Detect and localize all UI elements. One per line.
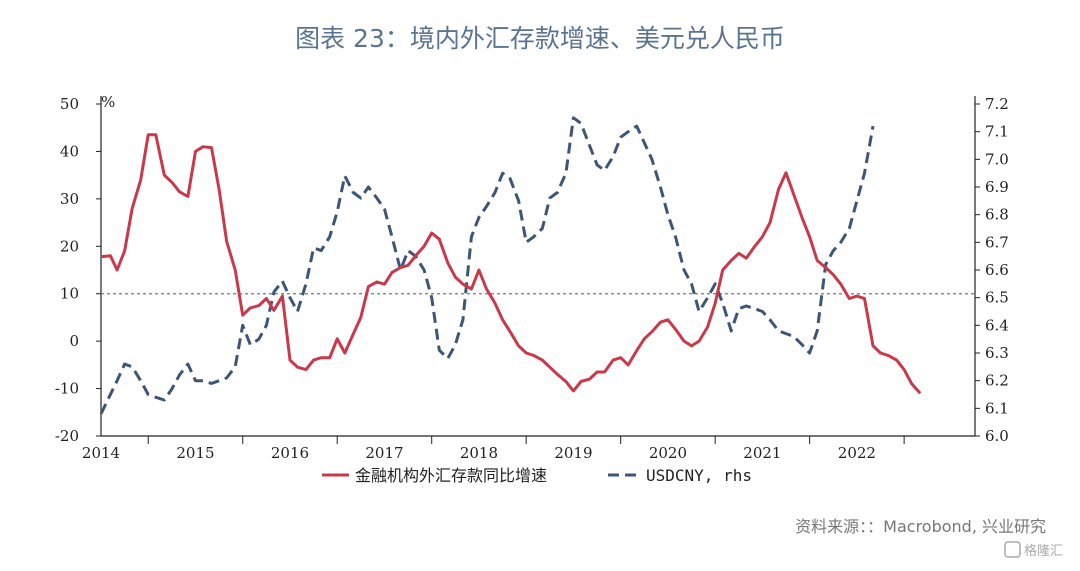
right-tick-label: 7.2 <box>985 95 1009 113</box>
left-tick-label: -10 <box>55 380 79 398</box>
right-tick-label: 6.9 <box>985 178 1009 196</box>
x-tick-label: 2018 <box>460 444 498 462</box>
right-tick-label: 6.7 <box>985 233 1009 251</box>
left-tick-label: 30 <box>60 190 79 208</box>
right-tick-label: 6.5 <box>985 289 1009 307</box>
watermark-text: 格隆汇 <box>1024 543 1063 559</box>
right-tick-label: 6.1 <box>985 399 1009 417</box>
left-y-axis-ticks: 50 40 30 20 10 0 -10 -20 <box>55 95 101 445</box>
x-tick-label: 2016 <box>271 444 309 462</box>
right-y-axis-ticks: 7.2 7.1 7.0 6.9 6.8 6.7 6.6 6.5 6.4 6.3 6.2 6.1 6.0 <box>975 95 1009 445</box>
x-tick-label: 2017 <box>365 444 403 462</box>
right-tick-label: 6.6 <box>985 261 1009 279</box>
left-tick-label: 20 <box>60 237 79 255</box>
right-tick-label: 7.1 <box>985 123 1009 141</box>
x-tick-label: 2021 <box>743 444 781 462</box>
right-tick-label: 6.2 <box>985 372 1009 390</box>
legend-label-usdcny: USDCNY, rhs <box>646 466 752 485</box>
left-axis-unit-label: % <box>101 93 115 111</box>
left-tick-label: 10 <box>60 285 79 303</box>
right-tick-label: 7.0 <box>985 150 1009 168</box>
x-tick-label: 2022 <box>838 444 876 462</box>
x-axis-ticks: 2014 2015 2016 2017 2018 2019 2020 2021 2022 <box>82 436 905 462</box>
legend: 金融机构外汇存款同比增速 USDCNY, rhs <box>322 466 752 485</box>
x-tick-label: 2015 <box>176 444 214 462</box>
chart-title: 图表 23：境内外汇存款增速、美元兑人民币 <box>295 24 785 53</box>
right-tick-label: 6.0 <box>985 427 1009 445</box>
x-tick-label: 2014 <box>82 444 120 462</box>
watermark-logo-icon <box>1004 541 1021 558</box>
x-tick-label: 2020 <box>649 444 687 462</box>
right-tick-label: 6.8 <box>985 206 1009 224</box>
watermark: 格隆汇 <box>1004 541 1063 559</box>
source-note: 资料来源：：Macrobond, 兴业研究 <box>795 517 1046 536</box>
left-tick-label: 50 <box>60 95 79 113</box>
series-line-usdcny <box>99 116 875 415</box>
left-tick-label: 40 <box>60 142 79 160</box>
x-tick-label: 2019 <box>554 444 592 462</box>
right-tick-label: 6.4 <box>985 316 1009 334</box>
left-tick-label: -20 <box>55 427 79 445</box>
left-tick-label: 0 <box>69 332 79 350</box>
legend-label-fx-deposit-growth: 金融机构外汇存款同比增速 <box>355 466 547 485</box>
series-line-fx-deposit-growth <box>100 133 922 395</box>
right-tick-label: 6.3 <box>985 344 1009 362</box>
